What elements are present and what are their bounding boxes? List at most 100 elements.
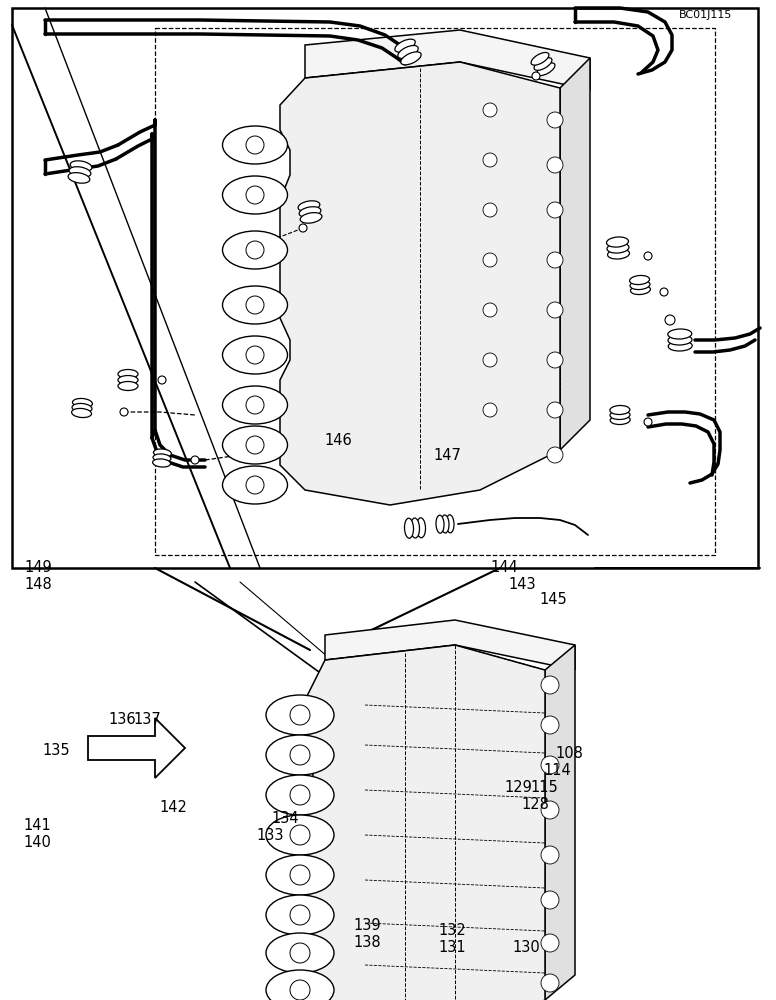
Ellipse shape xyxy=(154,449,171,457)
Text: 137: 137 xyxy=(133,712,161,727)
Circle shape xyxy=(547,402,563,418)
Ellipse shape xyxy=(629,275,650,285)
Ellipse shape xyxy=(404,518,414,538)
Ellipse shape xyxy=(400,52,421,65)
Ellipse shape xyxy=(300,213,322,223)
Text: 128: 128 xyxy=(521,797,549,812)
Circle shape xyxy=(483,203,497,217)
Text: 138: 138 xyxy=(353,935,381,950)
Ellipse shape xyxy=(441,515,449,533)
Polygon shape xyxy=(560,58,590,450)
Text: 147: 147 xyxy=(433,448,461,463)
Circle shape xyxy=(541,756,559,774)
Ellipse shape xyxy=(607,237,629,247)
Text: 130: 130 xyxy=(512,940,540,955)
Circle shape xyxy=(290,785,310,805)
Circle shape xyxy=(483,403,497,417)
Circle shape xyxy=(483,303,497,317)
Ellipse shape xyxy=(266,815,334,855)
Circle shape xyxy=(483,153,497,167)
Ellipse shape xyxy=(72,403,92,413)
Circle shape xyxy=(246,476,264,494)
Circle shape xyxy=(541,801,559,819)
Ellipse shape xyxy=(266,855,334,895)
Circle shape xyxy=(547,447,563,463)
Circle shape xyxy=(191,456,199,464)
Text: 139: 139 xyxy=(353,918,381,933)
Text: 132: 132 xyxy=(438,923,466,938)
Circle shape xyxy=(547,157,563,173)
Text: 144: 144 xyxy=(490,560,518,575)
Ellipse shape xyxy=(610,405,630,415)
Circle shape xyxy=(547,202,563,218)
Ellipse shape xyxy=(607,243,629,253)
Ellipse shape xyxy=(446,515,454,533)
Ellipse shape xyxy=(69,167,91,177)
Text: 114: 114 xyxy=(543,763,571,778)
Circle shape xyxy=(246,436,264,454)
Ellipse shape xyxy=(223,126,287,164)
Ellipse shape xyxy=(668,335,692,345)
Text: 142: 142 xyxy=(159,800,187,815)
Ellipse shape xyxy=(668,341,692,351)
Circle shape xyxy=(541,934,559,952)
Ellipse shape xyxy=(298,201,320,211)
Ellipse shape xyxy=(72,398,92,408)
Ellipse shape xyxy=(118,369,138,378)
Ellipse shape xyxy=(610,410,630,420)
Ellipse shape xyxy=(411,518,420,538)
Text: BC01J115: BC01J115 xyxy=(679,10,733,20)
Polygon shape xyxy=(88,718,185,778)
Ellipse shape xyxy=(223,286,287,324)
Ellipse shape xyxy=(436,515,444,533)
Circle shape xyxy=(547,112,563,128)
Ellipse shape xyxy=(223,386,287,424)
Ellipse shape xyxy=(531,52,549,65)
Ellipse shape xyxy=(610,415,630,425)
Text: 129: 129 xyxy=(504,780,532,795)
Ellipse shape xyxy=(153,454,171,462)
Circle shape xyxy=(532,72,540,80)
Text: 141: 141 xyxy=(23,818,51,833)
Ellipse shape xyxy=(70,161,92,171)
Circle shape xyxy=(299,224,307,232)
Polygon shape xyxy=(280,62,560,505)
Ellipse shape xyxy=(223,466,287,504)
Ellipse shape xyxy=(68,173,90,183)
Ellipse shape xyxy=(266,695,334,735)
Circle shape xyxy=(290,943,310,963)
Ellipse shape xyxy=(398,46,418,58)
Circle shape xyxy=(665,315,675,325)
Polygon shape xyxy=(545,645,575,1000)
Circle shape xyxy=(541,974,559,992)
Text: 140: 140 xyxy=(23,835,51,850)
Circle shape xyxy=(246,296,264,314)
Circle shape xyxy=(290,905,310,925)
Polygon shape xyxy=(305,645,545,1000)
Text: 133: 133 xyxy=(256,828,283,843)
Ellipse shape xyxy=(266,895,334,935)
Circle shape xyxy=(547,252,563,268)
Circle shape xyxy=(660,288,668,296)
Ellipse shape xyxy=(537,63,555,76)
Ellipse shape xyxy=(71,408,92,418)
Ellipse shape xyxy=(118,381,138,390)
Circle shape xyxy=(246,136,264,154)
Text: 146: 146 xyxy=(324,433,352,448)
Circle shape xyxy=(547,302,563,318)
Text: 148: 148 xyxy=(25,577,53,592)
Ellipse shape xyxy=(223,231,287,269)
Ellipse shape xyxy=(630,280,650,290)
Text: 143: 143 xyxy=(508,577,536,592)
Circle shape xyxy=(290,865,310,885)
Circle shape xyxy=(158,376,166,384)
Text: 135: 135 xyxy=(43,743,71,758)
Ellipse shape xyxy=(608,249,629,259)
Circle shape xyxy=(246,241,264,259)
Text: 145: 145 xyxy=(539,592,567,607)
Ellipse shape xyxy=(223,336,287,374)
Polygon shape xyxy=(305,30,590,90)
Ellipse shape xyxy=(223,426,287,464)
Circle shape xyxy=(541,676,559,694)
Circle shape xyxy=(483,253,497,267)
